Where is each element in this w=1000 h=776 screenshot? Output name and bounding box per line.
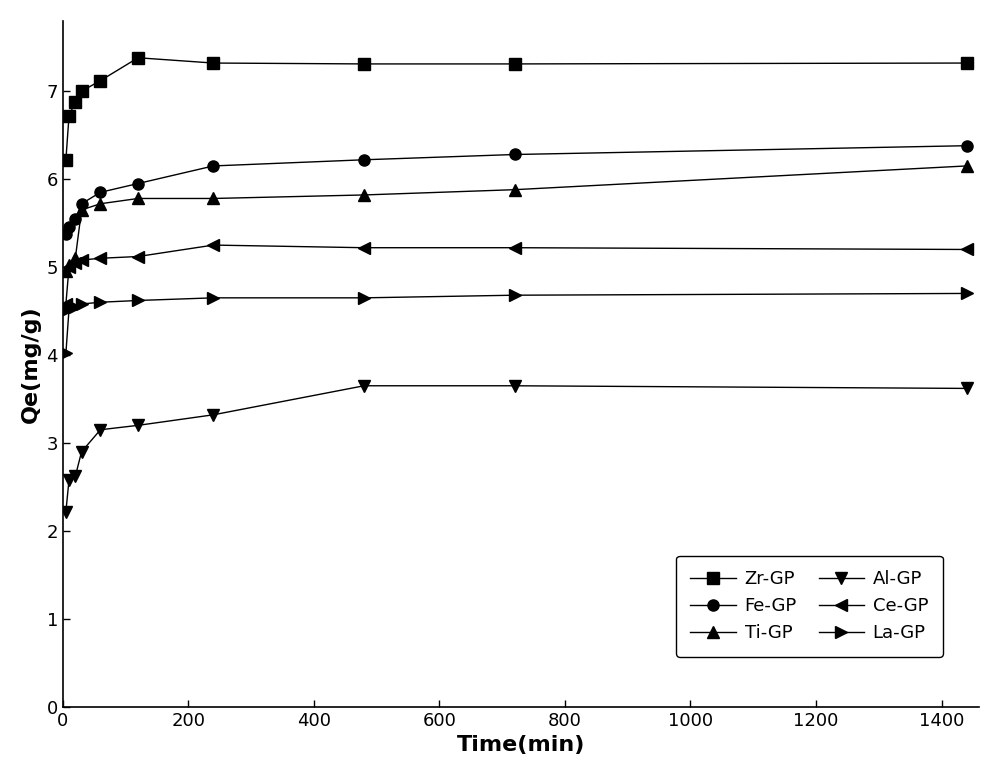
Ti-GP bbox=[509, 185, 521, 194]
Al-GP bbox=[63, 475, 75, 484]
Ce-GP bbox=[94, 254, 106, 263]
Ti-GP bbox=[60, 267, 72, 276]
Line: Fe-GP: Fe-GP bbox=[60, 140, 972, 239]
Zr-GP bbox=[60, 155, 72, 165]
Al-GP bbox=[69, 472, 81, 481]
Ce-GP bbox=[63, 262, 75, 272]
Zr-GP bbox=[94, 76, 106, 85]
Ti-GP bbox=[961, 161, 973, 171]
Line: Zr-GP: Zr-GP bbox=[60, 52, 972, 165]
Fe-GP bbox=[76, 199, 88, 209]
La-GP bbox=[60, 348, 72, 358]
Fe-GP bbox=[60, 229, 72, 238]
Zr-GP bbox=[207, 58, 219, 68]
Al-GP bbox=[76, 447, 88, 456]
Ti-GP bbox=[94, 199, 106, 209]
Ce-GP bbox=[207, 241, 219, 250]
Ce-GP bbox=[509, 243, 521, 252]
Al-GP bbox=[358, 381, 370, 390]
Ti-GP bbox=[69, 254, 81, 263]
Ti-GP bbox=[207, 194, 219, 203]
Al-GP bbox=[94, 425, 106, 435]
Ce-GP bbox=[76, 255, 88, 265]
Zr-GP bbox=[132, 53, 144, 62]
X-axis label: Time(min): Time(min) bbox=[457, 735, 585, 755]
Line: Ti-GP: Ti-GP bbox=[60, 161, 972, 277]
Ti-GP bbox=[76, 205, 88, 214]
Ce-GP bbox=[60, 300, 72, 309]
Fe-GP bbox=[132, 178, 144, 188]
La-GP bbox=[76, 300, 88, 309]
La-GP bbox=[207, 293, 219, 303]
Fe-GP bbox=[69, 214, 81, 223]
La-GP bbox=[63, 305, 75, 314]
Fe-GP bbox=[207, 161, 219, 171]
La-GP bbox=[961, 289, 973, 298]
Ti-GP bbox=[132, 194, 144, 203]
Line: La-GP: La-GP bbox=[60, 288, 972, 359]
Line: Ce-GP: Ce-GP bbox=[60, 240, 972, 310]
Ti-GP bbox=[358, 190, 370, 199]
Zr-GP bbox=[69, 97, 81, 106]
Al-GP bbox=[60, 507, 72, 516]
Line: Al-GP: Al-GP bbox=[60, 380, 972, 517]
Al-GP bbox=[207, 411, 219, 420]
La-GP bbox=[94, 297, 106, 307]
Al-GP bbox=[132, 421, 144, 430]
Ce-GP bbox=[358, 243, 370, 252]
La-GP bbox=[69, 302, 81, 311]
Zr-GP bbox=[358, 59, 370, 68]
Zr-GP bbox=[76, 87, 88, 96]
Fe-GP bbox=[358, 155, 370, 165]
La-GP bbox=[509, 290, 521, 300]
Fe-GP bbox=[961, 141, 973, 151]
Ce-GP bbox=[961, 244, 973, 254]
Ce-GP bbox=[69, 258, 81, 267]
Fe-GP bbox=[509, 150, 521, 159]
Zr-GP bbox=[961, 58, 973, 68]
Legend: Zr-GP, Fe-GP, Ti-GP, Al-GP, Ce-GP, La-GP: Zr-GP, Fe-GP, Ti-GP, Al-GP, Ce-GP, La-GP bbox=[676, 556, 943, 656]
Zr-GP bbox=[63, 111, 75, 120]
La-GP bbox=[358, 293, 370, 303]
Y-axis label: Qe(mg/g): Qe(mg/g) bbox=[21, 305, 41, 423]
Ce-GP bbox=[132, 252, 144, 262]
Zr-GP bbox=[509, 59, 521, 68]
Fe-GP bbox=[94, 188, 106, 197]
La-GP bbox=[132, 296, 144, 305]
Al-GP bbox=[961, 384, 973, 393]
Al-GP bbox=[509, 381, 521, 390]
Ti-GP bbox=[63, 261, 75, 270]
Fe-GP bbox=[63, 223, 75, 232]
